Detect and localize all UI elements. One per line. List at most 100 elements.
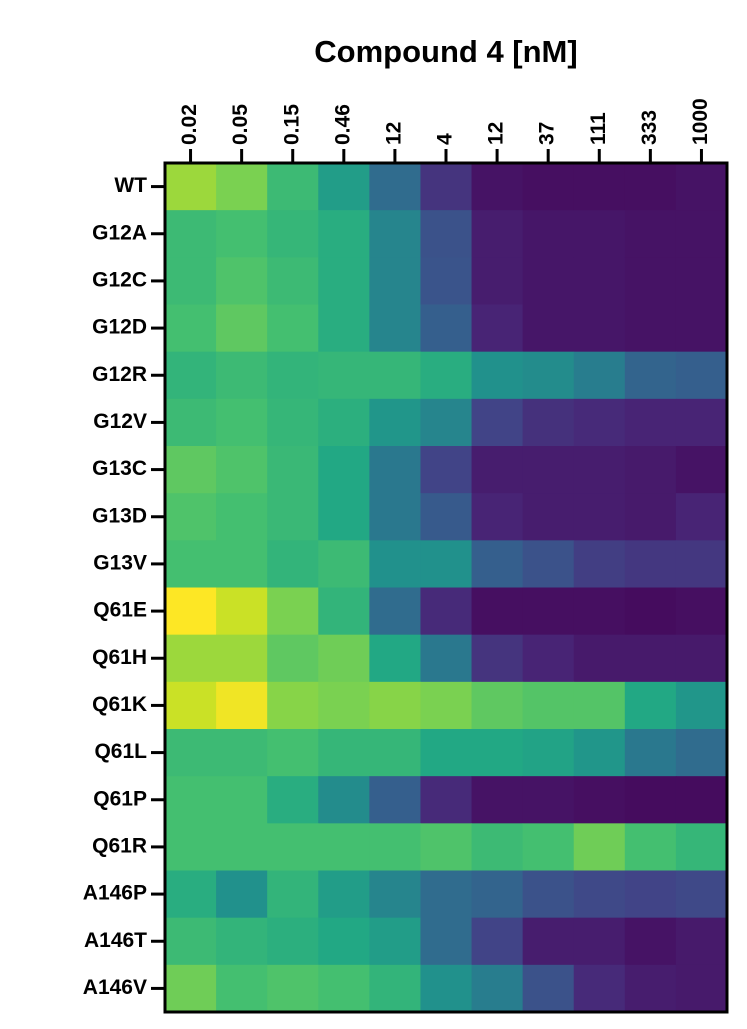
heatmap-cell xyxy=(318,163,370,211)
heatmap-cell xyxy=(216,823,268,871)
y-tick-label: G12R xyxy=(92,363,147,386)
heatmap-cell xyxy=(624,540,677,588)
heatmap-cell xyxy=(369,587,421,636)
heatmap-cell xyxy=(318,681,370,730)
heatmap-cell xyxy=(369,681,421,730)
heatmap-cell xyxy=(318,493,370,541)
heatmap-cell xyxy=(624,917,677,966)
heatmap-cell xyxy=(216,634,268,683)
heatmap-cell xyxy=(522,776,575,824)
heatmap-cell xyxy=(267,446,319,494)
heatmap-cell xyxy=(420,729,473,777)
heatmap-cell xyxy=(216,210,268,258)
heatmap-cell xyxy=(318,729,370,777)
heatmap-cell xyxy=(318,304,370,353)
heatmap-cell xyxy=(267,398,319,447)
heatmap-cell xyxy=(675,776,728,824)
heatmap-cell xyxy=(267,540,319,588)
heatmap-cell xyxy=(216,493,268,541)
heatmap-cell xyxy=(675,681,728,730)
heatmap-cell xyxy=(573,870,626,919)
heatmap-cell xyxy=(675,304,728,353)
heatmap-cell xyxy=(318,776,370,824)
x-tick-label: 12 xyxy=(382,122,405,145)
heatmap-cell xyxy=(318,210,370,258)
heatmap-cell xyxy=(267,870,319,919)
heatmap-cell xyxy=(216,587,268,636)
heatmap-cell xyxy=(573,823,626,871)
heatmap-cell xyxy=(267,257,319,305)
heatmap-cell xyxy=(573,304,626,353)
heatmap-cell xyxy=(216,163,268,211)
y-tick-label: A146P xyxy=(83,882,147,905)
heatmap-cell xyxy=(318,398,370,447)
heatmap-cell xyxy=(267,304,319,353)
heatmap-cell xyxy=(369,398,421,447)
y-tick-label: G13D xyxy=(92,504,147,527)
heatmap-cell xyxy=(165,493,217,541)
heatmap-cell xyxy=(369,823,421,871)
y-tick-label: G13V xyxy=(93,551,147,574)
y-tick-label: Q61K xyxy=(92,693,147,716)
heatmap-cell xyxy=(624,964,677,1013)
heatmap-cell xyxy=(675,446,728,494)
heatmap-cell xyxy=(369,163,421,211)
heatmap-cell xyxy=(369,493,421,541)
heatmap-cell xyxy=(471,304,524,353)
heatmap-cell xyxy=(216,304,268,353)
heatmap-cell xyxy=(318,917,370,966)
heatmap-cell xyxy=(675,634,728,683)
y-tick-label: Q61R xyxy=(92,834,147,857)
heatmap-cell xyxy=(267,776,319,824)
heatmap-cell xyxy=(573,163,626,211)
heatmap-cell xyxy=(420,964,473,1013)
x-tick-label: 0.15 xyxy=(280,104,303,145)
heatmap-cell xyxy=(216,917,268,966)
heatmap-cell xyxy=(267,729,319,777)
heatmap-cell xyxy=(420,917,473,966)
heatmap-cell xyxy=(420,870,473,919)
heatmap-cell xyxy=(471,351,524,400)
heatmap-cell xyxy=(471,776,524,824)
heatmap-cell xyxy=(420,351,473,400)
heatmap-cell xyxy=(624,587,677,636)
heatmap-cell xyxy=(420,587,473,636)
heatmap-cell xyxy=(573,257,626,305)
heatmap-cell xyxy=(573,398,626,447)
heatmap-cell xyxy=(675,210,728,258)
heatmap-cell xyxy=(318,823,370,871)
heatmap-cell xyxy=(165,257,217,305)
x-tick-label: 0.46 xyxy=(331,104,354,145)
heatmap-cell xyxy=(267,634,319,683)
y-tick-label: A146T xyxy=(84,929,147,952)
heatmap-cell xyxy=(165,163,217,211)
heatmap-cell xyxy=(522,446,575,494)
heatmap-cell xyxy=(624,398,677,447)
x-tick-label: 37 xyxy=(536,122,559,145)
heatmap-cell xyxy=(573,681,626,730)
heatmap-cell xyxy=(369,776,421,824)
heatmap-cell xyxy=(522,398,575,447)
heatmap-cell xyxy=(318,634,370,683)
heatmap-cell xyxy=(522,351,575,400)
y-tick-label: G12A xyxy=(92,221,147,244)
heatmap-cell xyxy=(267,163,319,211)
heatmap-cell xyxy=(267,681,319,730)
heatmap-cell xyxy=(522,210,575,258)
heatmap-cell xyxy=(522,257,575,305)
y-tick-label: Q61E xyxy=(93,599,147,622)
heatmap-cell xyxy=(522,681,575,730)
heatmap-cell xyxy=(420,163,473,211)
y-tick-label: G13C xyxy=(92,457,147,480)
heatmap-cell xyxy=(420,823,473,871)
heatmap-cell xyxy=(369,210,421,258)
heatmap-cell xyxy=(573,776,626,824)
heatmap-cell xyxy=(471,446,524,494)
heatmap-cell xyxy=(675,870,728,919)
heatmap-cell xyxy=(624,634,677,683)
heatmap-cell xyxy=(573,540,626,588)
heatmap-cell xyxy=(522,634,575,683)
heatmap-cell xyxy=(369,634,421,683)
heatmap-cell xyxy=(522,870,575,919)
